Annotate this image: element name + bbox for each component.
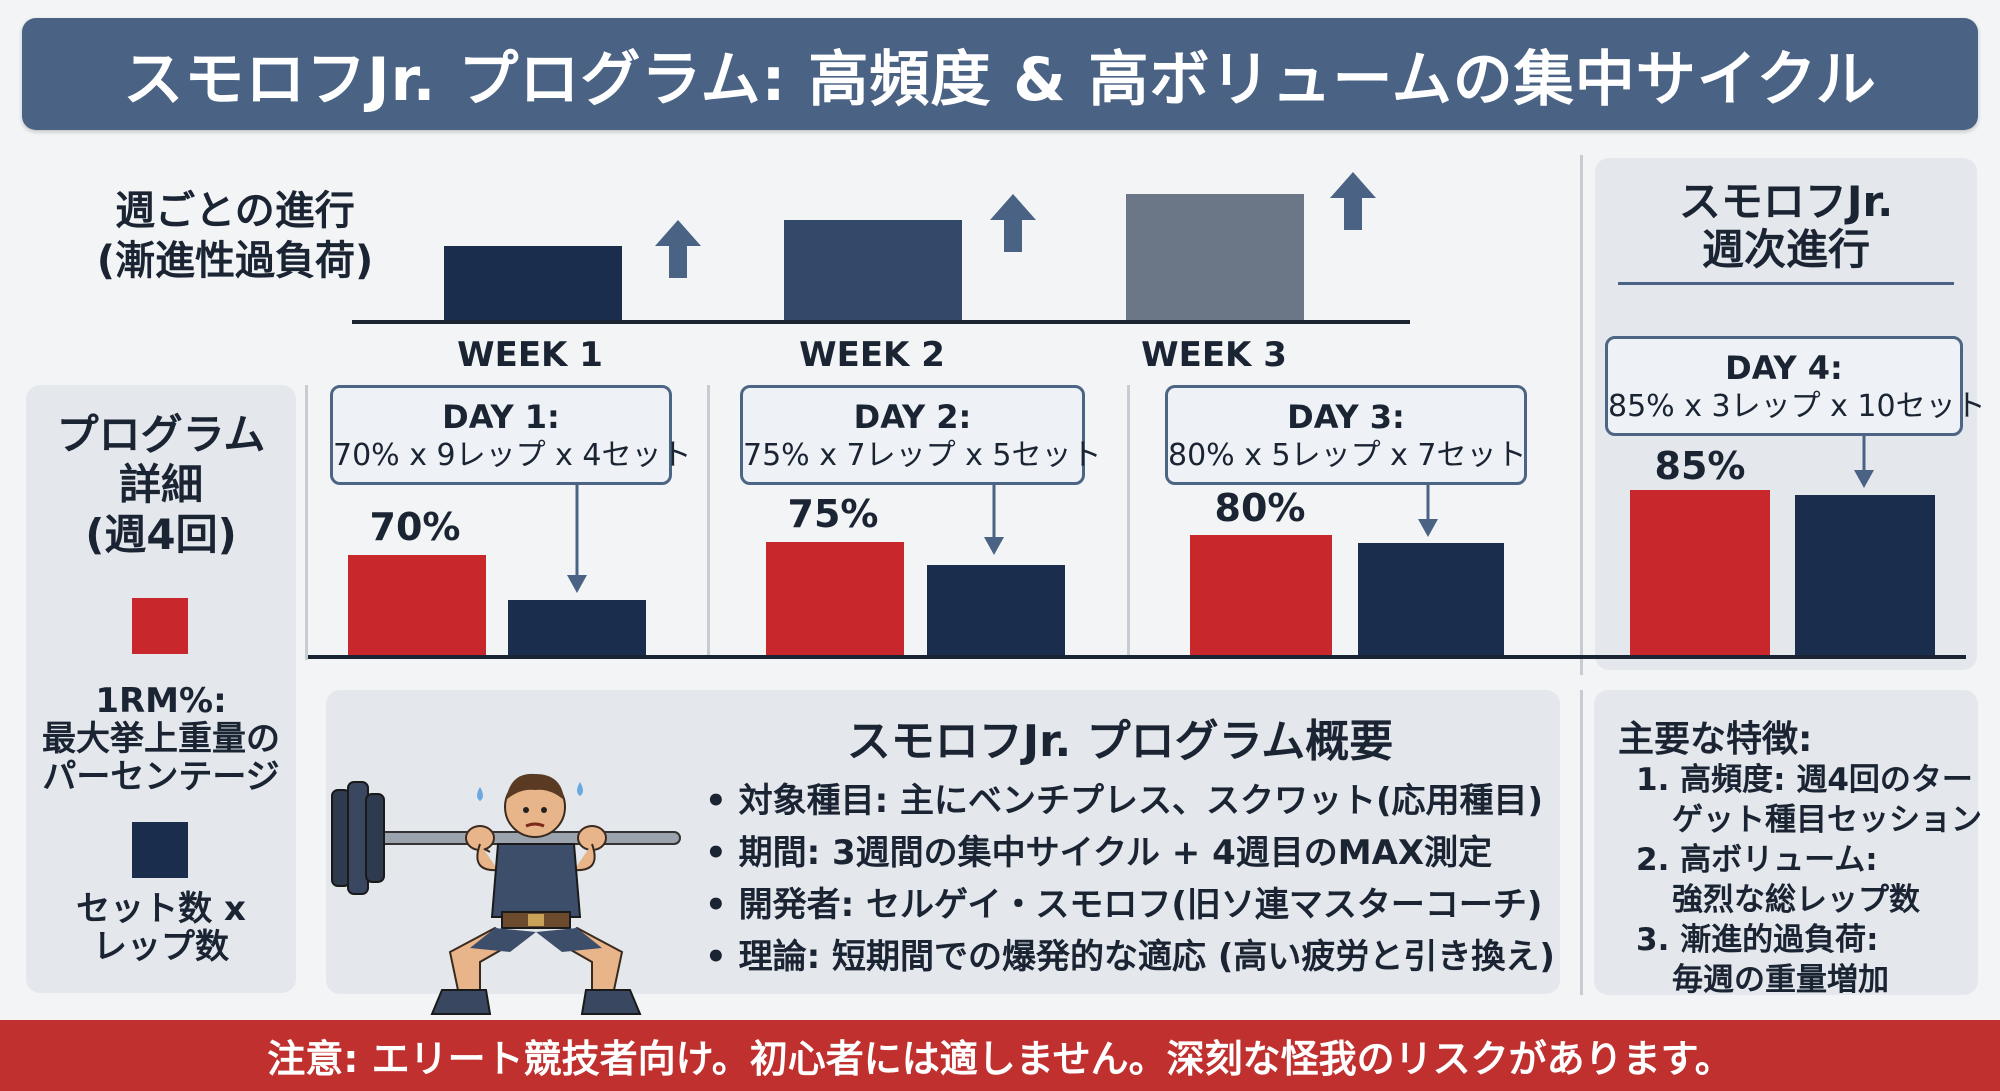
day3-navy-bar [1358, 543, 1504, 657]
day4-percent: 85% [1654, 444, 1746, 488]
day2-title: DAY 2: [853, 398, 972, 436]
day2-navy-bar [927, 565, 1065, 657]
progression-heading-line2: (漸進性過負荷) [96, 238, 374, 284]
day2-callout: DAY 2: 75% x 7レップ x 5セット [740, 385, 1102, 485]
week1-bar [444, 246, 622, 322]
day4-title: DAY 4: [1725, 349, 1843, 387]
right-divider [1580, 155, 1583, 675]
legend-panel [26, 385, 296, 993]
features-list: 1. 高頻度: 週4回のター ゲット種目セッション 2. 高ボリューム: 強烈な… [1636, 760, 1982, 1000]
right-panel-title-line2: 週次進行 [1701, 225, 1870, 274]
legend-navy-swatch [132, 822, 188, 878]
up-arrow-icon [655, 220, 701, 278]
feature-item: 2. 高ボリューム: 強烈な総レップ数 [1636, 842, 1920, 918]
bullet-dot-icon: • [705, 885, 739, 925]
legend-red-label: 1RM%: 最大挙上重量の パーセンテージ [26, 682, 296, 796]
feature-item: 1. 高頻度: 週4回のター ゲット種目セッション [1636, 762, 1982, 838]
right-panel-title: スモロフJr. 週次進行 [1595, 178, 1977, 274]
up-arrow-icon [990, 194, 1036, 252]
legend-red-swatch [132, 598, 188, 654]
week2-label: WEEK 2 [799, 335, 945, 375]
week2-bar [784, 220, 962, 322]
overview-item: • 開発者: セルゲイ・スモロフ(旧ソ連マスターコーチ) [705, 885, 1543, 925]
days-baseline [308, 655, 1966, 659]
warning-bar: 注意: エリート競技者向け。初心者には適しません。深刻な怪我のリスクがあります。 [0, 1020, 2000, 1091]
day2-percent: 75% [787, 492, 879, 536]
day1-title: DAY 1: [442, 398, 560, 436]
overview-item: • 対象種目: 主にベンチプレス、スクワット(応用種目) [705, 781, 1544, 821]
right-panel-underline [1618, 282, 1954, 285]
day2-detail: 75% x 7レップ x 5セット [743, 438, 1102, 473]
section-divider [1127, 385, 1130, 657]
up-arrow-icon [1330, 172, 1376, 230]
day1-percent: 70% [369, 505, 461, 549]
day3-detail: 80% x 5レップ x 7セット [1168, 438, 1527, 473]
bullet-dot-icon: • [705, 937, 739, 977]
overview-item: • 理論: 短期間での爆発的な適応 (高い疲労と引き換え) [705, 937, 1555, 977]
overview-item: • 期間: 3週間の集中サイクル + 4週目のMAX測定 [705, 833, 1493, 873]
day1-navy-bar [508, 600, 646, 657]
legend-title: プログラム 詳細 (週4回) [26, 410, 296, 560]
legend-navy-label: セット数 x レップ数 [26, 890, 296, 966]
day1-callout: DAY 1: 70% x 9レップ x 4セット [330, 385, 692, 485]
right-panel-title-line1: スモロフJr. [1678, 177, 1894, 226]
progression-heading-line1: 週ごとの進行 [115, 188, 355, 234]
day3-title: DAY 3: [1287, 398, 1405, 436]
squat-lifter-illustration [331, 773, 681, 1015]
week1-label: WEEK 1 [457, 335, 603, 375]
day2-red-bar [766, 542, 904, 657]
features-divider [1580, 690, 1583, 995]
weeks-baseline [352, 320, 1410, 324]
section-divider [305, 385, 308, 660]
bullet-dot-icon: • [705, 781, 739, 821]
legend-title-line1: プログラム [56, 410, 266, 459]
features-title: 主要な特徴: [1618, 719, 1813, 760]
down-arrow-icon [984, 485, 1004, 555]
legend-red-line3: パーセンテージ [42, 757, 280, 797]
bullet-dot-icon: • [705, 833, 739, 873]
day4-navy-bar [1795, 495, 1935, 657]
week3-label: WEEK 3 [1141, 335, 1287, 375]
down-arrow-icon [1418, 485, 1438, 537]
legend-red-line2: 最大挙上重量の [42, 719, 280, 759]
day4-detail: 85% x 3レップ x 10セット [1608, 389, 1986, 424]
legend-navy-line2: レップ数 [93, 927, 229, 967]
progression-heading: 週ごとの進行 (漸進性過負荷) [70, 186, 400, 286]
day1-detail: 70% x 9レップ x 4セット [333, 438, 692, 473]
day3-callout: DAY 3: 80% x 5レップ x 7セット [1165, 385, 1527, 485]
day3-percent: 80% [1214, 486, 1306, 530]
down-arrow-icon [1854, 436, 1874, 488]
overview-list: • 対象種目: 主にベンチプレス、スクワット(応用種目) • 期間: 3週間の集… [705, 775, 1555, 983]
warning-text: 注意: エリート競技者向け。初心者には適しません。深刻な怪我のリスクがあります。 [267, 1037, 1733, 1081]
legend-navy-line1: セット数 x [76, 889, 246, 929]
overview-title: スモロフJr. プログラム概要 [846, 716, 1394, 767]
down-arrow-icon [567, 485, 587, 593]
day4-callout: DAY 4: 85% x 3レップ x 10セット [1605, 336, 1986, 436]
legend-title-line2: 詳細 [118, 460, 203, 509]
title-banner: スモロフJr. プログラム: 高頻度 & 高ボリュームの集中サイクル [22, 18, 1978, 130]
feature-item: 3. 漸進的過負荷: 毎週の重量増加 [1636, 922, 1889, 998]
features-panel [1594, 690, 1978, 995]
section-divider [707, 385, 710, 657]
legend-red-line1: 1RM%: [95, 681, 227, 721]
legend-title-line3: (週4回) [85, 510, 237, 559]
day1-red-bar [348, 555, 486, 657]
day4-red-bar [1630, 490, 1770, 657]
day3-red-bar [1190, 535, 1332, 657]
page-title: スモロフJr. プログラム: 高頻度 & 高ボリュームの集中サイクル [123, 44, 1877, 115]
week3-bar [1126, 194, 1304, 322]
